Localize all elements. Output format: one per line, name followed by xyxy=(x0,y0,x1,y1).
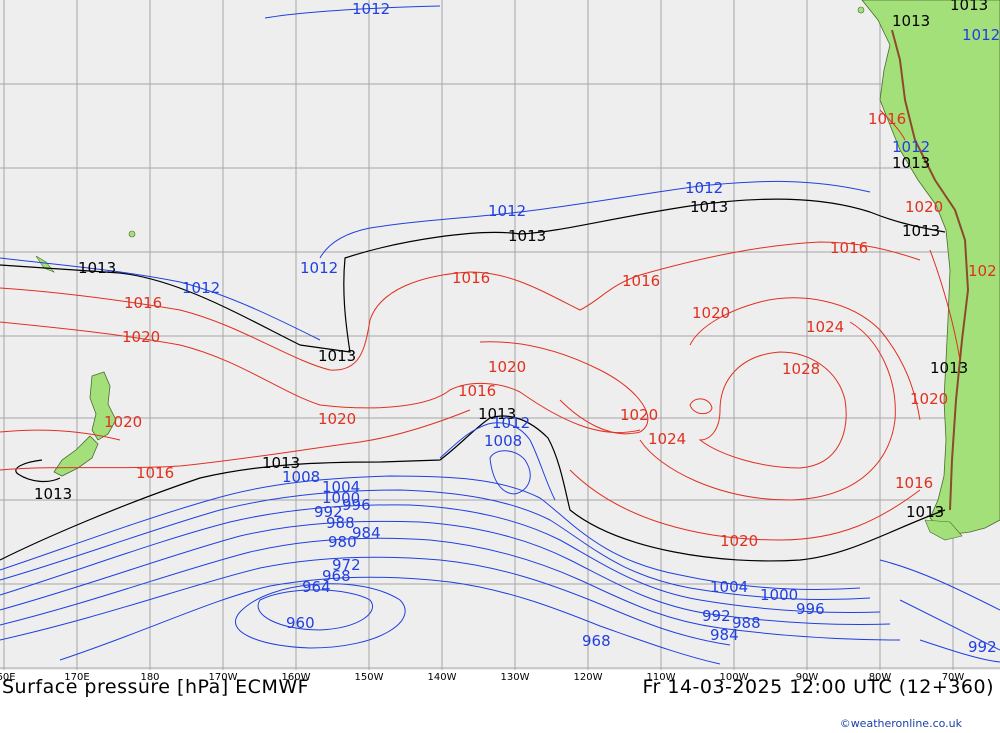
isobar-label: 1020 xyxy=(692,304,730,322)
isobar-label: 1013 xyxy=(318,347,356,365)
isobar-label: 992 xyxy=(314,503,343,521)
longitude-tick-label: 110W xyxy=(646,672,676,683)
isobar-label: 102 xyxy=(968,262,997,280)
isobar-label: 1004 xyxy=(710,578,748,596)
isobar-label: 1013 xyxy=(508,227,546,245)
isobar-label: 1020 xyxy=(104,413,142,431)
isobar-label: 1020 xyxy=(905,198,943,216)
isobar-label: 1016 xyxy=(868,110,906,128)
isobar-label: 1013 xyxy=(690,198,728,216)
isobar-label: 1012 xyxy=(352,0,390,18)
isobar-label: 988 xyxy=(732,614,761,632)
isobar-label: 1012 xyxy=(492,414,530,432)
isobar-label: 1016 xyxy=(452,269,490,287)
isobars-low xyxy=(0,5,1000,665)
galapagos-island xyxy=(857,6,865,14)
longitude-tick-label: 130W xyxy=(500,672,530,683)
isobar-label: 984 xyxy=(352,524,381,542)
isobar-label: 996 xyxy=(796,600,825,618)
graticule xyxy=(0,0,1000,670)
isobar-label: 1000 xyxy=(322,489,360,507)
isobar-label: 1016 xyxy=(830,239,868,257)
isobar-label: 1000 xyxy=(760,586,798,604)
isobar-label: 1004 xyxy=(322,478,360,496)
isobar-label: 1016 xyxy=(895,474,933,492)
isobar-label: 1013 xyxy=(892,12,930,30)
isobar-label: 968 xyxy=(582,632,611,650)
longitude-tick-label: 160W xyxy=(281,672,311,683)
isobar-label: 1013 xyxy=(262,454,300,472)
isobar-label: 1028 xyxy=(782,360,820,378)
isobar-label: 984 xyxy=(710,626,739,644)
small-pacific-island xyxy=(128,230,136,238)
isobar-label: 1013 xyxy=(930,359,968,377)
isobar-label: 1020 xyxy=(720,532,758,550)
isobar-label: 1020 xyxy=(910,390,948,408)
longitude-tick-label: 180 xyxy=(140,672,160,683)
isobars-high xyxy=(0,109,961,541)
isobar-label: 1013 xyxy=(34,485,72,503)
isobar-label: 1008 xyxy=(282,468,320,486)
longitude-tick-label: 140W xyxy=(427,672,457,683)
south-america-land xyxy=(861,0,1000,535)
isobar-label: 960 xyxy=(286,614,315,632)
isobar-label: 996 xyxy=(342,496,371,514)
isobar-label: 1012 xyxy=(488,202,526,220)
isobar-label: 968 xyxy=(322,567,351,585)
pressure-map: 1012 1013 1013 1012 1016 1012 1013 1020 … xyxy=(0,0,1000,670)
isobar-label: 1012 xyxy=(962,26,1000,44)
isobar-label: 1016 xyxy=(622,272,660,290)
contour-labels: 1012 1013 1013 1012 1016 1012 1013 1020 … xyxy=(34,0,1000,656)
new-zealand-south-island xyxy=(53,435,99,477)
longitude-tick-label: 90W xyxy=(795,672,819,683)
isobar-label: 1013 xyxy=(78,259,116,277)
longitude-tick-label: 120W xyxy=(573,672,603,683)
isobar-label: 1020 xyxy=(122,328,160,346)
isobar-label: 1013 xyxy=(892,154,930,172)
isobar-label: 1016 xyxy=(458,382,496,400)
isobar-label: 1024 xyxy=(806,318,844,336)
new-zealand-north-island xyxy=(89,371,117,441)
isobar-label: 1013 xyxy=(902,222,940,240)
isobar-label: 988 xyxy=(326,514,355,532)
isobar-label: 1020 xyxy=(318,410,356,428)
isobar-label: 1020 xyxy=(620,406,658,424)
isobar-label: 1008 xyxy=(484,432,522,450)
andes-ridge xyxy=(891,29,970,511)
longitude-tick-label: 60E xyxy=(0,672,16,683)
isobar-label: 1012 xyxy=(182,279,220,297)
isobar-label: 1012 xyxy=(300,259,338,277)
longitude-tick-label: 70W xyxy=(941,672,965,683)
tierra-del-fuego xyxy=(924,519,963,541)
isobars-1013 xyxy=(0,198,946,562)
isobar-label: 980 xyxy=(328,533,357,551)
source-credit-link[interactable]: ©weatheronline.co.uk xyxy=(839,717,962,730)
isobar-label: 1016 xyxy=(136,464,174,482)
map-title: Surface pressure [hPa] ECMWF xyxy=(2,676,310,698)
isobar-label: 1024 xyxy=(648,430,686,448)
isobar-label: 992 xyxy=(702,607,731,625)
isobar-label: 972 xyxy=(332,556,361,574)
isobar-label: 1012 xyxy=(892,138,930,156)
longitude-tick-label: 100W xyxy=(719,672,749,683)
isobar-label: 1013 xyxy=(950,0,988,14)
isobar-label: 1016 xyxy=(124,294,162,312)
isobar-label: 1012 xyxy=(685,179,723,197)
isobar-label: 964 xyxy=(302,578,331,596)
longitude-tick-label: 170E xyxy=(64,672,90,683)
isobar-label: 1013 xyxy=(906,503,944,521)
valid-time: Fr 14-03-2025 12:00 UTC (12+360) xyxy=(642,676,994,698)
longitude-tick-label: 150W xyxy=(354,672,384,683)
longitude-tick-label: 80W xyxy=(868,672,892,683)
isobar-label: 1013 xyxy=(478,405,516,423)
isobar-label: 992 xyxy=(968,638,997,656)
map-footer xyxy=(0,670,1000,733)
isobar-label: 1020 xyxy=(488,358,526,376)
longitude-tick-label: 170W xyxy=(208,672,238,683)
